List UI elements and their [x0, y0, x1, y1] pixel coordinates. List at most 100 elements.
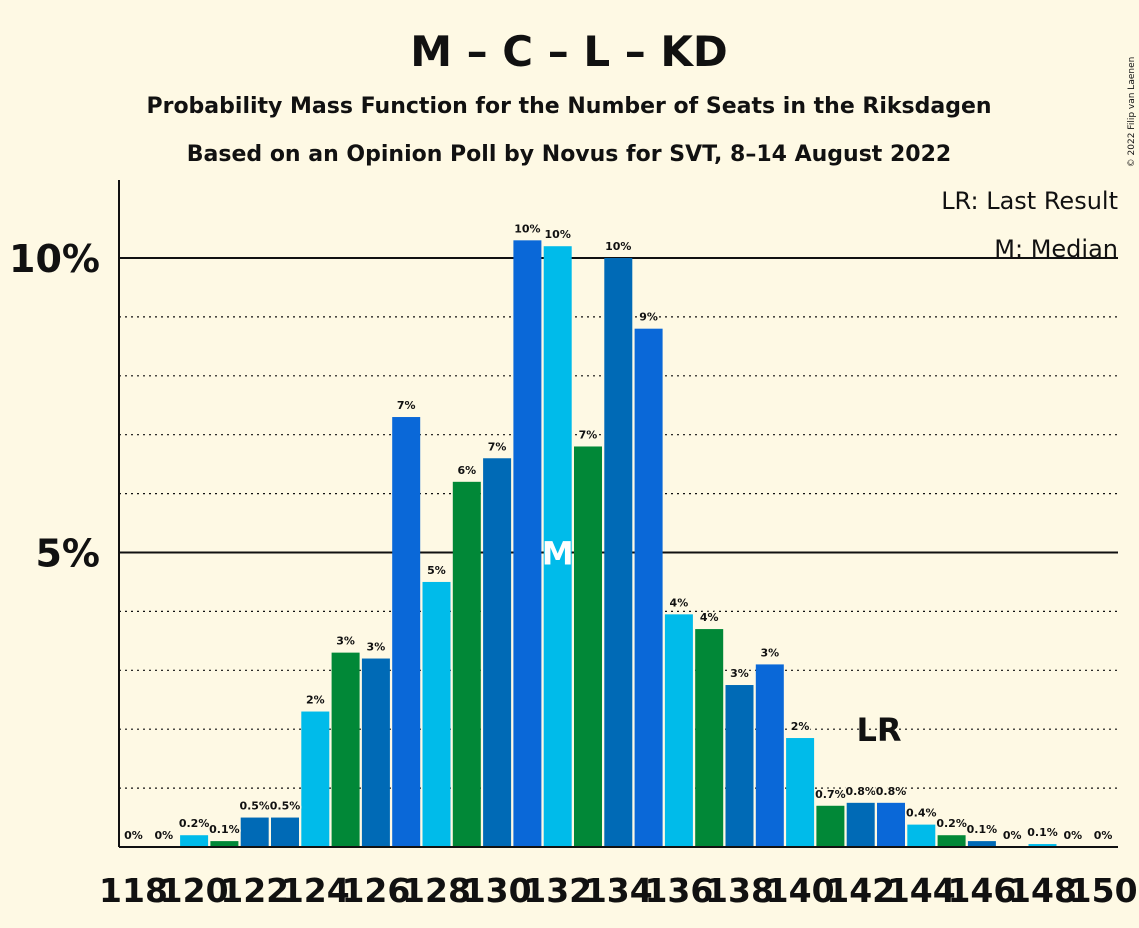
x-tick-label: 144: [887, 871, 956, 910]
data-label: 0.1%: [209, 823, 240, 836]
data-labels: 0%0% 0%0%0.2%0.2% 0.1%0.1%0.5%0.5% 0.5%0.5%…: [123, 221, 1114, 844]
bar-seat-133: [574, 446, 602, 847]
data-label-halo: 4%: [670, 596, 689, 609]
data-label: 3%: [367, 641, 386, 654]
legend-last-result: LR: Last Result: [941, 187, 1118, 215]
data-label-halo: 5%: [427, 564, 446, 577]
data-label: 0%: [1094, 829, 1113, 842]
data-label-halo: 0%: [124, 829, 143, 842]
bar-seat-120: [180, 835, 209, 847]
data-label-halo: 4%: [700, 611, 719, 624]
bar-seat-129: [452, 481, 481, 847]
bar-seat-132: [543, 246, 572, 848]
data-label: 0.4%: [906, 807, 937, 820]
data-label: 4%: [670, 596, 689, 609]
data-label-halo: 0.2%: [179, 817, 210, 830]
chart-subtitle-1: Probability Mass Function for the Number…: [146, 94, 991, 119]
y-tick-label: 10%: [9, 237, 100, 281]
data-label: 2%: [791, 720, 810, 733]
data-label-halo: 0.8%: [876, 785, 907, 798]
data-label-halo: 3%: [367, 641, 386, 654]
data-label: 0.2%: [936, 817, 967, 830]
bar-seat-141: [816, 805, 845, 847]
data-label-halo: 10%: [545, 228, 571, 241]
data-label: 7%: [488, 440, 507, 453]
data-label-halo: 0.4%: [906, 807, 937, 820]
x-tick-label: 130: [463, 871, 532, 910]
copyright-notice: © 2022 Filip van Laenen: [1127, 57, 1137, 168]
data-label-halo: 2%: [791, 720, 810, 733]
data-label: 0%: [1063, 829, 1082, 842]
data-label: 0.5%: [270, 800, 301, 813]
data-label: 0%: [1003, 829, 1022, 842]
data-label-halo: 3%: [730, 667, 749, 680]
bar-seat-139: [755, 664, 784, 847]
bar-seat-146: [967, 841, 996, 847]
data-label: 7%: [579, 428, 598, 441]
y-tick-label: 5%: [35, 532, 100, 576]
data-label-halo: 0.8%: [845, 785, 876, 798]
x-tick-label: 120: [160, 871, 229, 910]
bar-seat-126: [361, 658, 390, 847]
bar-seat-140: [786, 738, 815, 847]
data-label: 10%: [605, 240, 631, 253]
data-label-halo: 0%: [1003, 829, 1022, 842]
data-label: 4%: [700, 611, 719, 624]
data-label-halo: 0.1%: [209, 823, 240, 836]
data-label: 6%: [457, 464, 476, 477]
bar-seat-124: [301, 711, 330, 847]
data-label-halo: 0.5%: [270, 800, 301, 813]
x-tick-label: 126: [341, 871, 410, 910]
bar-seat-134: [604, 258, 633, 847]
chart-title: M – C – L – KD: [410, 27, 728, 76]
data-label-halo: 0%: [154, 829, 173, 842]
x-tick-label: 148: [1008, 871, 1077, 910]
x-tick-label: 122: [220, 871, 289, 910]
bar-seat-128: [422, 581, 451, 847]
data-label: 2%: [306, 694, 325, 707]
data-label-halo: 6%: [457, 464, 476, 477]
data-label: 0.1%: [967, 823, 998, 836]
data-label: 0.8%: [845, 785, 876, 798]
bar-seat-145: [937, 835, 966, 847]
data-label: 0.7%: [815, 788, 846, 801]
data-label-halo: 7%: [397, 399, 416, 412]
x-tick-label: 124: [281, 871, 350, 910]
data-label: 7%: [397, 399, 416, 412]
data-label: 5%: [427, 564, 446, 577]
data-label-halo: 0%: [1094, 829, 1113, 842]
data-label: 0.1%: [1027, 826, 1058, 839]
data-label: 3%: [336, 635, 355, 648]
data-label-halo: 2%: [306, 694, 325, 707]
bar-seat-148: [1028, 844, 1057, 847]
x-tick-label: 132: [523, 871, 592, 910]
x-tick-label: 128: [402, 871, 471, 910]
bar-seat-144: [907, 824, 936, 847]
data-label: 0%: [124, 829, 143, 842]
chart-subtitle-2: Based on an Opinion Poll by Novus for SV…: [187, 142, 951, 167]
data-label: 10%: [545, 228, 571, 241]
data-label-halo: 0.1%: [967, 823, 998, 836]
axes: 5%10%11812012212412612813013213413613814…: [9, 180, 1138, 910]
data-label-halo: 0.2%: [936, 817, 967, 830]
bar-seat-125: [331, 652, 360, 847]
data-label: 9%: [639, 311, 658, 324]
bar-seat-138: [725, 685, 754, 847]
bar-seat-135: [634, 328, 663, 847]
data-label-halo: 7%: [579, 428, 598, 441]
legend-median: M: Median: [994, 235, 1118, 263]
bar-seat-122: [240, 817, 269, 847]
data-label: 0.5%: [239, 800, 270, 813]
bar-seat-123: [271, 817, 299, 847]
data-label-halo: 10%: [605, 240, 631, 253]
last-result-marker: LR: [856, 711, 901, 749]
x-tick-label: 146: [947, 871, 1016, 910]
data-label-halo: 9%: [639, 311, 658, 324]
bar-seat-143: [877, 802, 905, 847]
data-label-halo: 0.5%: [239, 800, 270, 813]
data-label-halo: 0.7%: [815, 788, 846, 801]
data-label-halo: 3%: [760, 646, 779, 659]
data-label-halo: 0%: [1063, 829, 1082, 842]
